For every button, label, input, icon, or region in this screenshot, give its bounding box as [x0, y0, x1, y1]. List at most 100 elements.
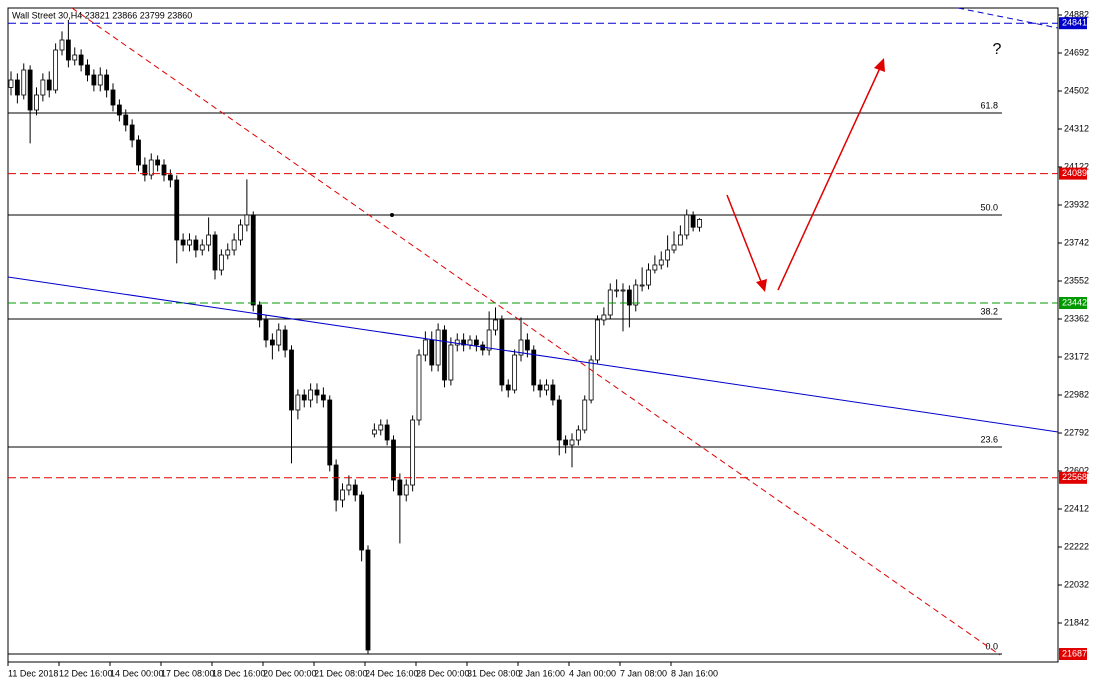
candle-body	[155, 159, 161, 166]
candle-body	[269, 339, 275, 346]
candle-body	[346, 484, 352, 491]
candle-body	[544, 384, 549, 391]
candle-body	[505, 384, 511, 391]
price-badge-label: 21687	[1062, 648, 1087, 658]
price-badge	[1059, 297, 1087, 309]
candle-body	[174, 179, 180, 241]
trend-line	[957, 7, 1059, 29]
candle-body	[308, 389, 314, 401]
candle-body	[652, 264, 658, 271]
candle-body	[677, 234, 683, 246]
candle-body	[595, 319, 600, 361]
chart-title: Wall Street 30,H4 23821 23866 23799 2386…	[12, 10, 192, 20]
marker-dot	[390, 213, 394, 217]
annotation: ?	[993, 41, 1002, 58]
candle-body	[187, 239, 192, 246]
candle-body	[499, 319, 505, 386]
candle-body	[250, 214, 256, 306]
candle-body	[690, 214, 696, 228]
candle-body	[14, 79, 20, 96]
y-tick-label: 23552	[1064, 275, 1089, 285]
y-tick-label: 24692	[1064, 47, 1089, 57]
candle-body	[65, 39, 71, 61]
x-tick-label: 7 Jan 08:00	[620, 668, 667, 678]
price-badge-label: 23442	[1062, 297, 1087, 307]
candle-body	[110, 89, 116, 106]
candle-body	[97, 74, 103, 86]
candle-body	[8, 79, 14, 88]
y-tick-label: 22982	[1064, 389, 1089, 399]
candle-body	[537, 384, 543, 391]
y-tick-label: 24312	[1064, 123, 1089, 133]
candle-body	[244, 214, 250, 226]
price-badge-label: 24841	[1062, 18, 1087, 28]
candle-body	[340, 489, 345, 501]
y-tick-label: 23362	[1064, 313, 1089, 323]
candle-body	[435, 329, 441, 366]
candle-body	[633, 284, 639, 306]
candle-body	[512, 354, 518, 391]
plot-frame	[7, 7, 1059, 663]
candle-body	[671, 244, 677, 251]
arrow-down	[726, 194, 767, 292]
candle-body	[626, 289, 632, 306]
fib-label: 38.2	[980, 306, 998, 316]
candle-body	[289, 349, 294, 411]
y-tick-label: 22602	[1064, 465, 1089, 475]
candle-body	[397, 479, 403, 496]
x-tick-label: 28 Dec 00:00	[416, 668, 470, 678]
candle-body	[59, 39, 65, 51]
fib-label: 23.6	[980, 434, 998, 444]
candle-body	[295, 394, 301, 411]
x-tick-label: 4 Jan 00:00	[569, 668, 616, 678]
candle-body	[333, 464, 339, 501]
candle-body	[403, 484, 409, 496]
candle-body	[327, 399, 333, 466]
y-tick-label: 23742	[1064, 237, 1089, 247]
x-tick-label: 11 Dec 2018	[8, 668, 58, 678]
candle-body	[614, 289, 620, 292]
candle-body	[72, 54, 78, 61]
candle-body	[448, 344, 454, 381]
price-badge	[1059, 167, 1087, 180]
candle-body	[422, 339, 428, 356]
candle-body	[129, 124, 135, 141]
candle-body	[582, 399, 588, 431]
candle-body	[123, 114, 129, 126]
candle-body	[301, 394, 307, 401]
candle-body	[218, 254, 224, 271]
candle-body	[575, 429, 581, 441]
trend-line	[71, 7, 1001, 656]
candle-body	[212, 234, 218, 271]
x-tick-label: 2 Jan 16:00	[518, 668, 565, 678]
y-tick-label: 24882	[1064, 9, 1089, 19]
price-badge-label: 22568	[1062, 472, 1087, 482]
candle-body	[384, 424, 390, 441]
candle-body	[454, 339, 460, 346]
candle-body	[493, 319, 498, 331]
candle-body	[556, 399, 562, 441]
candle-body	[320, 394, 326, 401]
candle-body	[697, 218, 702, 228]
x-tick-label: 31 Dec 08:00	[467, 668, 521, 678]
candle-body	[416, 354, 422, 421]
candle-body	[639, 284, 645, 287]
candle-body	[34, 94, 39, 111]
y-tick-label: 22792	[1064, 427, 1089, 437]
candle-body	[199, 244, 205, 251]
arrow-up	[777, 58, 885, 291]
candle-body	[142, 164, 148, 176]
candle-body	[620, 289, 626, 292]
x-tick-label: 17 Dec 08:00	[161, 668, 215, 678]
candle-body	[161, 164, 167, 176]
fib-label: 50.0	[980, 202, 998, 212]
candle-body	[473, 339, 479, 346]
price-badge	[1059, 648, 1087, 660]
y-tick-label: 23932	[1064, 199, 1089, 209]
y-tick-label: 22222	[1064, 541, 1089, 551]
candle-body	[352, 484, 358, 496]
candle-body	[116, 104, 122, 116]
candle-body	[588, 359, 594, 401]
candle-body	[53, 49, 59, 91]
candle-body	[276, 329, 282, 346]
